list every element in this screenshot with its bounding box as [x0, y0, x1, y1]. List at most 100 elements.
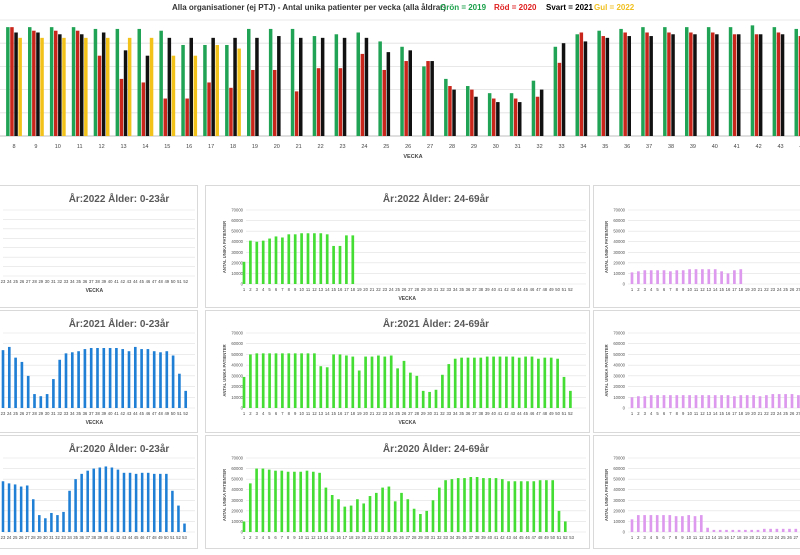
bar	[765, 395, 768, 408]
bar	[26, 485, 29, 532]
x-tick-label: 20	[363, 287, 368, 292]
bar	[597, 31, 601, 136]
bar	[10, 27, 14, 136]
bar	[8, 483, 11, 532]
y-tick-label: 50000	[613, 229, 625, 234]
x-tick-label: 24	[7, 535, 12, 540]
bar	[441, 375, 444, 408]
x-tick-label: 49	[164, 411, 169, 416]
bar	[343, 507, 346, 532]
x-tick-label: 51	[177, 411, 182, 416]
x-tick-label: 4	[262, 287, 265, 292]
x-tick-label: 8	[675, 535, 678, 540]
x-tick-label: 11	[693, 535, 698, 540]
bar	[675, 516, 678, 532]
bar	[307, 233, 310, 284]
bar	[623, 32, 627, 136]
x-tick-label: 12	[312, 411, 317, 416]
bar	[536, 97, 540, 136]
x-tick-label: 31	[51, 279, 56, 284]
x-tick-label: 33	[558, 144, 564, 150]
bar	[744, 530, 747, 532]
bar	[358, 371, 361, 409]
x-tick-label: 16	[338, 287, 343, 292]
bar	[733, 396, 736, 408]
bar	[247, 29, 251, 136]
x-tick-label: 17	[732, 287, 737, 292]
bar	[181, 45, 185, 136]
x-tick-label: 16	[726, 287, 731, 292]
bar	[637, 396, 640, 408]
y-tick-label: 20000	[231, 384, 243, 389]
bar	[784, 394, 787, 408]
x-tick-label: 43	[506, 535, 511, 540]
x-tick-label: 10	[687, 287, 692, 292]
y-tick-label: 70000	[613, 456, 625, 461]
bar	[275, 353, 278, 408]
bar	[752, 395, 755, 408]
bar	[452, 90, 456, 136]
x-tick-label: 44	[517, 287, 522, 292]
x-tick-label: 45	[523, 411, 528, 416]
x-tick-label: 20	[274, 144, 280, 150]
bar	[268, 353, 271, 408]
x-tick-label: 13	[317, 535, 322, 540]
legend-2022: Gul = 2022	[594, 3, 634, 12]
bar	[262, 241, 265, 284]
x-tick-label: 17	[344, 287, 349, 292]
x-tick-label: 23	[339, 144, 345, 150]
bar	[128, 351, 131, 408]
x-tick-label: 24	[775, 535, 780, 540]
y-axis-label: ANTAL UNIKA PATIENTER	[604, 344, 609, 396]
bar	[514, 481, 517, 532]
x-tick-label: 46	[525, 535, 530, 540]
x-tick-label: 23	[768, 535, 773, 540]
bar	[797, 395, 800, 408]
x-tick-label: 37	[89, 279, 94, 284]
bar	[751, 25, 755, 136]
bar	[409, 373, 412, 408]
x-tick-label: 40	[104, 535, 109, 540]
bar	[90, 348, 93, 408]
x-tick-label: 29	[421, 411, 426, 416]
bar	[21, 362, 24, 408]
bar	[499, 357, 502, 408]
x-tick-label: 36	[462, 535, 467, 540]
x-tick-label: 37	[472, 411, 477, 416]
bar	[71, 352, 74, 408]
bar	[387, 52, 391, 136]
x-tick-label: 25	[783, 411, 788, 416]
x-tick-label: 39	[485, 287, 490, 292]
x-tick-label: 12	[99, 144, 105, 150]
bar	[99, 468, 102, 532]
chart-2022-24-69: 010000200003000040000500006000070000ANTA…	[206, 186, 591, 309]
bar	[117, 470, 120, 532]
x-tick-label: 18	[350, 287, 355, 292]
x-tick-label: 30	[493, 144, 499, 150]
x-tick-label: 21	[758, 411, 763, 416]
bar	[426, 61, 430, 136]
x-tick-label: 9	[682, 287, 685, 292]
bar	[159, 352, 162, 408]
y-tick-label: 50000	[613, 477, 625, 482]
x-tick-label: 17	[730, 535, 735, 540]
x-tick-label: 27	[796, 287, 800, 292]
bar	[313, 233, 316, 284]
x-tick-label: 42	[504, 411, 509, 416]
bar	[345, 356, 348, 409]
bar	[178, 374, 181, 408]
bar	[520, 481, 523, 532]
x-tick-label: 7	[281, 287, 284, 292]
x-tick-label: 47	[152, 411, 157, 416]
x-tick-label: 23	[1, 411, 6, 416]
bar	[129, 473, 132, 532]
x-tick-label: 43	[127, 279, 132, 284]
x-tick-label: 14	[713, 411, 718, 416]
x-tick-label: 45	[134, 535, 139, 540]
bar	[8, 347, 11, 408]
bar	[409, 50, 413, 136]
y-tick-label: 40000	[613, 487, 625, 492]
x-tick-label: 29	[37, 535, 42, 540]
x-tick-label: 39	[101, 279, 106, 284]
